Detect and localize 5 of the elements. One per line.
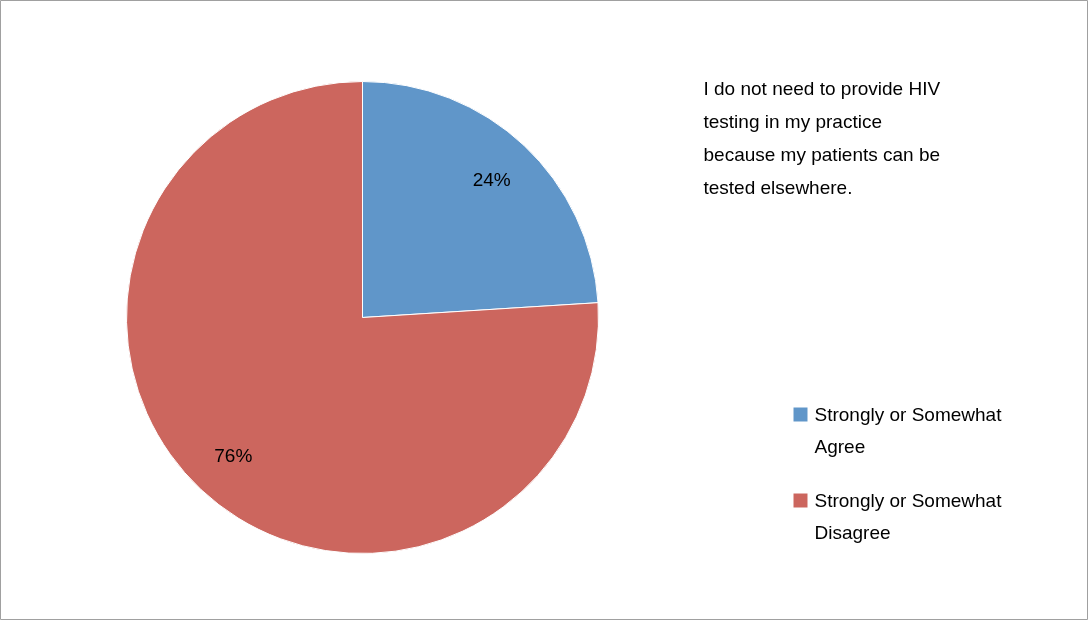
data-label: 76% [214, 444, 253, 466]
text: I do not need to provide HIV testing in my practice because my patients can be tested elsewhere. [703, 78, 941, 198]
legend-label: Strongly or Somewhat Agree [814, 404, 1003, 457]
legend-label: Strongly or Somewhat Disagree [814, 490, 1003, 543]
data-label: 24% [472, 169, 511, 191]
